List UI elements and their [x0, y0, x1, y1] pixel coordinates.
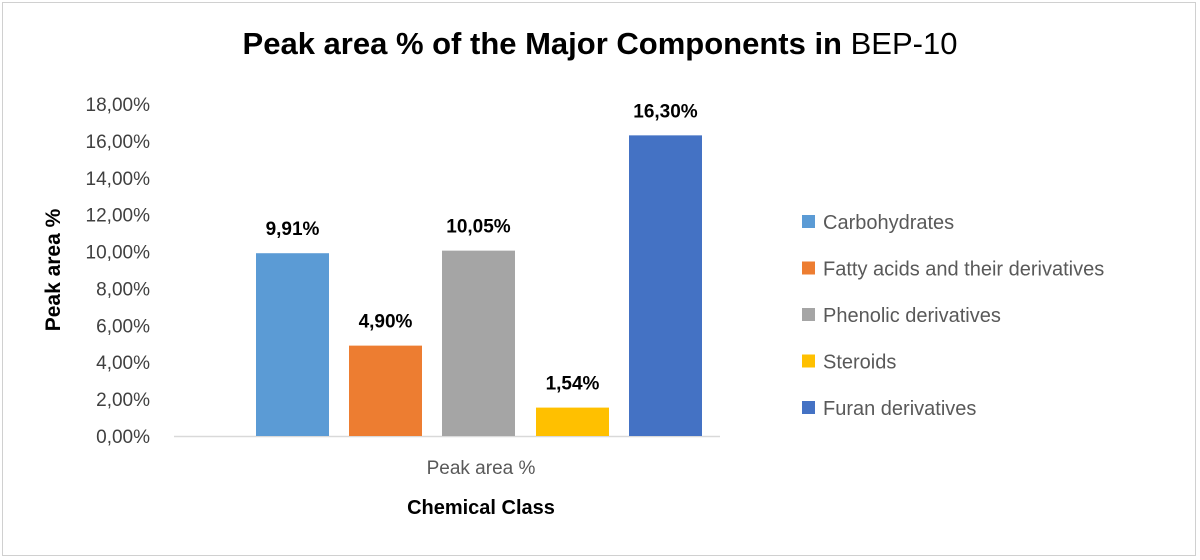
x-category-label: Peak area % — [427, 458, 536, 479]
y-tick-label: 8,00% — [96, 279, 150, 300]
bar-carbohydrates — [256, 253, 329, 436]
legend-swatch — [802, 401, 815, 414]
data-label: 4,90% — [359, 312, 413, 333]
x-axis-title: Chemical Class — [407, 497, 555, 519]
legend-label: Carbohydrates — [823, 212, 954, 234]
y-tick-label: 12,00% — [86, 206, 151, 227]
y-tick-label: 14,00% — [86, 169, 151, 190]
legend-swatch — [802, 261, 815, 275]
bar-phenolic-derivatives — [442, 250, 515, 436]
bar-fatty-acids-and-their-derivatives — [349, 345, 422, 436]
y-tick-label: 16,00% — [86, 132, 151, 153]
legend-label: Fatty acids and their derivatives — [823, 259, 1104, 281]
legend-label: Steroids — [823, 352, 896, 374]
legend-swatch — [802, 308, 815, 321]
y-tick-label: 6,00% — [96, 316, 150, 337]
chart-title: Peak area % of the Major Components in B… — [0, 26, 1200, 62]
chart-title-suffix: BEP-10 — [850, 26, 958, 61]
chart-title-main: Peak area % of the Major Components in — [242, 26, 842, 61]
y-tick-label: 10,00% — [86, 243, 151, 264]
y-tick-label: 4,00% — [96, 353, 150, 374]
y-tick-label: 2,00% — [96, 390, 150, 411]
data-label: 10,05% — [446, 217, 511, 238]
legend-swatch — [802, 215, 815, 228]
bar-furan-derivatives — [629, 135, 702, 436]
y-tick-label: 18,00% — [86, 95, 151, 116]
legend-swatch — [802, 354, 815, 368]
y-axis-title: Peak area % — [42, 208, 65, 331]
data-label: 1,54% — [546, 374, 600, 395]
data-label: 16,30% — [633, 101, 698, 122]
bar-steroids — [536, 407, 609, 436]
legend-label: Phenolic derivatives — [823, 305, 1001, 327]
y-tick-label: 0,00% — [96, 427, 150, 448]
legend-label: Furan derivatives — [823, 398, 976, 420]
data-label: 9,91% — [266, 219, 320, 240]
